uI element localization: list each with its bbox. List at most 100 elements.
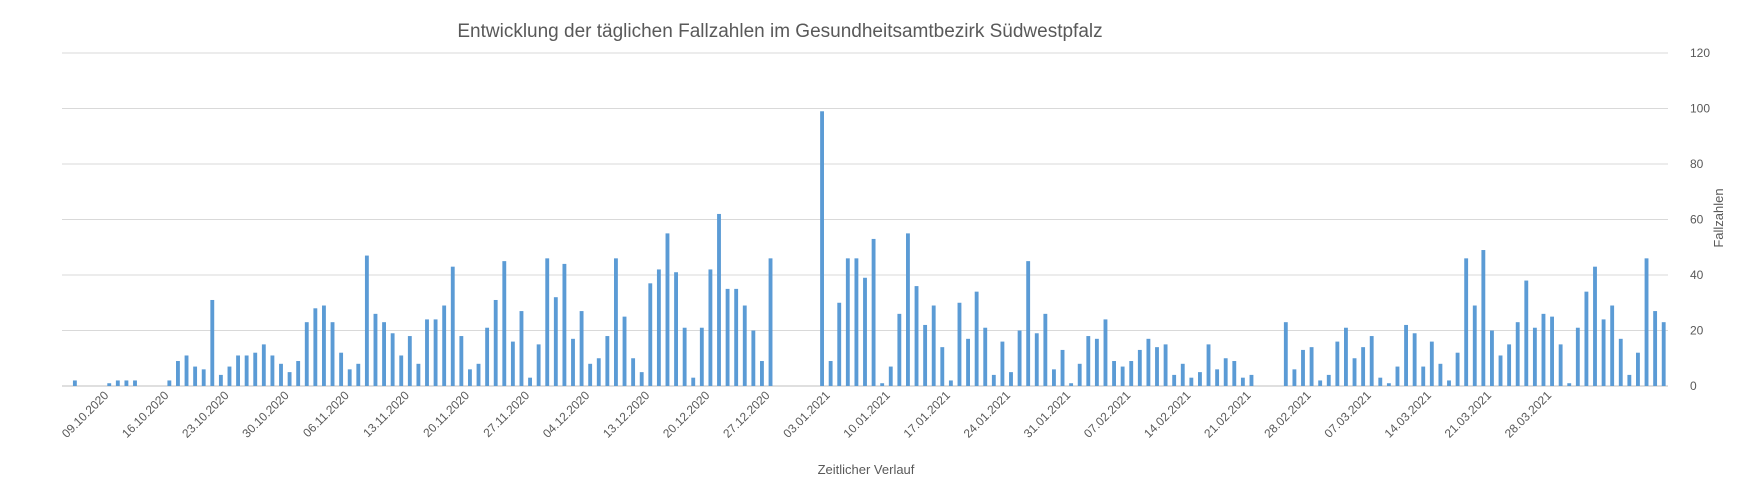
bar xyxy=(1661,322,1666,386)
bar xyxy=(356,363,361,386)
x-tick-label: 04.12.2020 xyxy=(540,388,593,441)
x-tick-label: 07.03.2021 xyxy=(1321,388,1374,441)
bar xyxy=(1464,258,1469,386)
bar xyxy=(167,380,172,386)
bar xyxy=(1627,374,1632,386)
bar xyxy=(1000,341,1005,386)
bar xyxy=(115,380,120,386)
x-tick-label: 09.10.2020 xyxy=(59,388,112,441)
bar xyxy=(1558,344,1563,387)
bar xyxy=(1610,305,1615,386)
y-tick-label: 120 xyxy=(1690,46,1710,60)
bar xyxy=(1283,322,1288,386)
bar xyxy=(1326,374,1331,386)
bar xyxy=(1421,366,1426,386)
y-axis-label: Fallzahlen xyxy=(1711,188,1726,247)
bar xyxy=(261,344,266,387)
bar xyxy=(1584,291,1589,386)
bar xyxy=(579,311,584,386)
bar xyxy=(1369,336,1374,386)
bar xyxy=(1155,347,1159,386)
x-tick-label: 07.02.2021 xyxy=(1081,388,1134,441)
bar xyxy=(622,316,627,387)
bar xyxy=(107,383,112,386)
bar xyxy=(201,369,206,386)
x-tick-label: 21.03.2021 xyxy=(1442,388,1495,441)
bar xyxy=(1292,369,1297,386)
y-tick-label: 60 xyxy=(1690,213,1704,227)
bar xyxy=(1026,261,1031,387)
x-tick-label: 20.12.2020 xyxy=(660,388,713,441)
x-tick-label: 13.11.2020 xyxy=(360,388,412,440)
bar xyxy=(1490,330,1494,386)
bar xyxy=(373,313,378,386)
bar xyxy=(1404,324,1408,386)
bar xyxy=(1352,358,1357,386)
x-tick-label: 28.03.2021 xyxy=(1502,388,1555,441)
bar xyxy=(845,258,850,386)
bar xyxy=(828,361,833,386)
bar xyxy=(450,266,455,386)
bar xyxy=(699,327,704,386)
bar xyxy=(888,366,893,386)
bar xyxy=(528,377,532,386)
bar xyxy=(1318,380,1323,386)
bar xyxy=(1103,319,1108,386)
bar xyxy=(605,336,610,386)
bar xyxy=(407,336,412,386)
bar xyxy=(322,305,326,386)
bar xyxy=(983,327,988,386)
bar xyxy=(1395,366,1400,386)
bar xyxy=(1060,349,1065,386)
bar xyxy=(304,322,309,386)
bar xyxy=(1094,338,1099,386)
bar xyxy=(133,380,137,386)
bar xyxy=(682,327,687,386)
bar xyxy=(1240,377,1245,386)
bar xyxy=(1069,383,1074,386)
chart-title: Entwicklung der täglichen Fallzahlen im … xyxy=(457,21,1102,42)
bar xyxy=(863,277,867,386)
bar xyxy=(1644,258,1649,386)
x-tick-label: 27.11.2020 xyxy=(480,388,532,440)
bar xyxy=(1601,319,1606,386)
bar xyxy=(674,272,678,386)
bar xyxy=(485,327,490,386)
bar xyxy=(1146,338,1151,386)
bar xyxy=(1541,313,1546,386)
bar xyxy=(476,363,481,386)
bar xyxy=(1575,327,1580,386)
x-tick-label: 10.01.2021 xyxy=(841,388,894,441)
bar xyxy=(914,286,919,386)
bar xyxy=(854,258,859,386)
bar xyxy=(382,322,386,386)
bar xyxy=(227,366,232,386)
bar xyxy=(923,324,928,386)
x-tick-label: 20.11.2020 xyxy=(420,388,472,440)
x-tick-label: 21.02.2021 xyxy=(1201,388,1254,441)
bar xyxy=(571,338,575,386)
bar xyxy=(734,288,739,387)
bar xyxy=(871,238,876,386)
bar xyxy=(433,319,438,386)
bar xyxy=(442,305,447,386)
bar xyxy=(665,233,670,387)
bar xyxy=(210,299,215,386)
bar xyxy=(691,377,696,386)
bar xyxy=(717,213,721,386)
bar xyxy=(390,333,395,386)
bar xyxy=(193,366,198,386)
bar xyxy=(1120,366,1125,386)
x-tick-label: 03.01.2021 xyxy=(780,388,833,441)
bar xyxy=(1198,372,1202,387)
bar xyxy=(751,330,756,386)
bar xyxy=(459,336,464,386)
bar xyxy=(1593,266,1597,386)
bar xyxy=(639,372,644,387)
bar xyxy=(1378,377,1383,386)
bar xyxy=(347,369,352,386)
bar xyxy=(176,361,180,386)
bar xyxy=(1507,344,1512,387)
bar xyxy=(510,341,515,386)
